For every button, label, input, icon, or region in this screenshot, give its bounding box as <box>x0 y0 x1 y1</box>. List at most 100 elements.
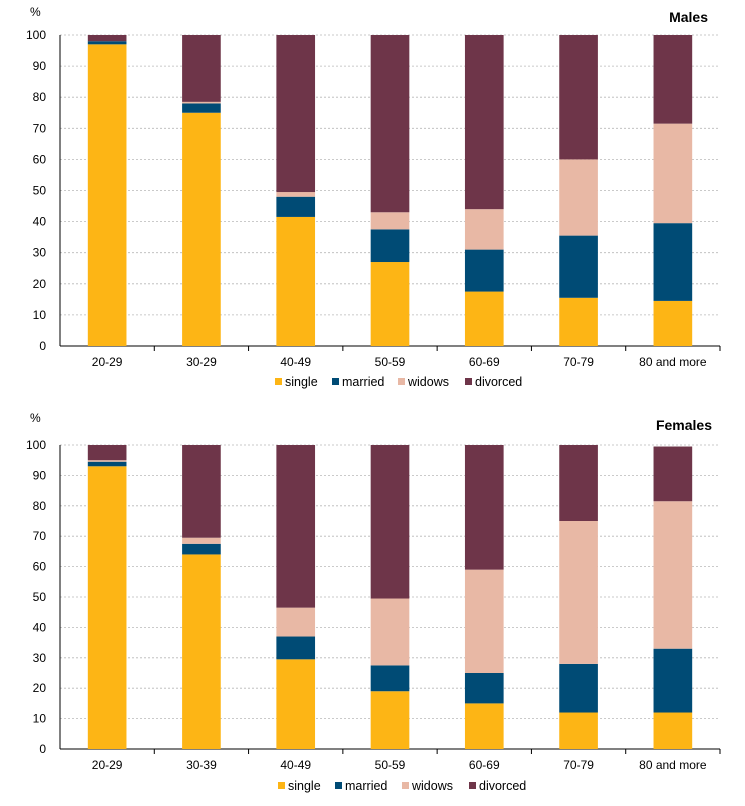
bar-segment-divorced <box>182 35 221 102</box>
x-tick-label: 30-39 <box>186 758 217 772</box>
bar-segment-widows <box>276 192 316 197</box>
y-tick-label: 30 <box>33 651 47 665</box>
bar-segment-married <box>464 673 504 704</box>
bar-segment-married <box>370 229 410 263</box>
bar-segment-divorced <box>276 445 316 608</box>
bar-segment-married <box>182 543 221 555</box>
y-tick-label: 10 <box>33 712 47 726</box>
x-tick-label: 60-69 <box>469 355 500 369</box>
legend-label-divorced: divorced <box>479 779 526 793</box>
bar-segment-divorced <box>464 445 504 570</box>
bar-segment-single <box>559 297 598 346</box>
bar-segment-single <box>464 703 504 749</box>
x-tick-label: 70-79 <box>563 758 594 772</box>
y-tick-label: 90 <box>33 59 47 73</box>
x-tick-label: 60-69 <box>469 758 500 772</box>
x-tick-label: 20-29 <box>92 355 123 369</box>
y-tick-label: 0 <box>39 339 46 353</box>
bar-segment-widows <box>370 212 410 230</box>
x-tick-label: 50-59 <box>375 758 406 772</box>
bar-segment-divorced <box>87 35 127 42</box>
bar-segment-divorced <box>653 446 693 502</box>
y-tick-label: 20 <box>33 277 47 291</box>
legend-swatch-single <box>278 782 285 789</box>
bar-segment-widows <box>276 607 316 637</box>
bar-segment-divorced <box>559 35 598 160</box>
bar-segment-married <box>653 648 693 713</box>
y-tick-label: 100 <box>26 438 46 452</box>
legend-swatch-single <box>275 378 282 385</box>
x-tick-label: 70-79 <box>563 355 594 369</box>
bar-segment-widows <box>182 101 221 104</box>
bar-segment-married <box>87 461 127 467</box>
bar-segment-single <box>87 466 127 749</box>
x-tick-label: 80 and more <box>639 355 707 369</box>
legend-swatch-widows <box>398 378 405 385</box>
bar-segment-single <box>87 44 127 347</box>
bar-segment-married <box>653 223 693 301</box>
y-tick-label: 90 <box>33 468 47 482</box>
legend-swatch-married <box>335 782 342 789</box>
bar-segment-single <box>182 554 221 749</box>
y-tick-label: 0 <box>39 742 46 756</box>
y-tick-label: 60 <box>33 560 47 574</box>
bar-segment-married <box>276 196 316 217</box>
y-tick-label: 50 <box>33 184 47 198</box>
legend-swatch-divorced <box>465 378 472 385</box>
y-tick-label: 40 <box>33 215 47 229</box>
bar-segment-divorced <box>87 445 127 461</box>
bar-segment-widows <box>653 501 693 649</box>
bar-segment-widows <box>464 569 504 673</box>
bar-segment-divorced <box>276 35 316 193</box>
bar-segment-single <box>276 216 316 346</box>
x-tick-label: 40-49 <box>280 355 311 369</box>
legend-label-single: single <box>285 375 318 389</box>
y-tick-label: 100 <box>26 28 46 42</box>
y-tick-label: 40 <box>33 620 47 634</box>
y-tick-label: 70 <box>33 529 47 543</box>
x-tick-label: 30-29 <box>186 355 217 369</box>
x-tick-label: 20-29 <box>92 758 123 772</box>
x-tick-label: 80 and more <box>639 758 707 772</box>
bar-segment-widows <box>464 209 504 250</box>
females-chart: 0 10 20 30 40 50 60 70 80 90 100 20-29 30-39 40-49 50-… <box>26 411 721 793</box>
y-axis-label: % <box>30 5 41 19</box>
bar-segment-married <box>276 636 316 660</box>
bar-segment-married <box>87 41 127 45</box>
bar-segment-single <box>464 291 504 346</box>
bar-segment-divorced <box>370 35 410 213</box>
bar-segment-single <box>653 300 693 346</box>
y-tick-label: 20 <box>33 681 47 695</box>
y-tick-label: 70 <box>33 121 47 135</box>
bar-segment-married <box>464 249 504 292</box>
x-tick-label: 50-59 <box>375 355 406 369</box>
bar-segment-married <box>182 103 221 113</box>
x-tick-label: 40-49 <box>280 758 311 772</box>
y-tick-label: 80 <box>33 499 47 513</box>
bar-segment-divorced <box>559 445 598 521</box>
legend-swatch-divorced <box>469 782 476 789</box>
bar-segment-divorced <box>370 445 410 599</box>
bar-segment-divorced <box>464 35 504 210</box>
bar-segment-single <box>370 691 410 749</box>
bar-segment-divorced <box>653 35 693 124</box>
bar-segment-single <box>370 262 410 346</box>
bar-segment-married <box>559 663 598 713</box>
bar-segment-married <box>559 235 598 298</box>
y-tick-label: 50 <box>33 590 47 604</box>
y-axis-label: % <box>30 411 41 425</box>
bar-segment-widows <box>182 537 221 544</box>
bar-segment-widows <box>653 123 693 224</box>
bar-segment-single <box>182 112 221 346</box>
bar-segment-single <box>276 659 316 749</box>
chart-title: Females <box>656 417 712 433</box>
legend-label-divorced: divorced <box>475 375 522 389</box>
legend-label-single: single <box>288 779 321 793</box>
bar-segment-married <box>370 665 410 692</box>
legend-label-widows: widows <box>407 375 449 389</box>
bar-segment-widows <box>559 521 598 664</box>
males-chart: 0 10 20 30 40 50 60 70 80 90 100 20-29 30-29 40-49 50-… <box>26 5 721 389</box>
bar-segment-divorced <box>182 445 221 538</box>
y-tick-label: 10 <box>33 308 47 322</box>
legend-label-widows: widows <box>411 779 453 793</box>
